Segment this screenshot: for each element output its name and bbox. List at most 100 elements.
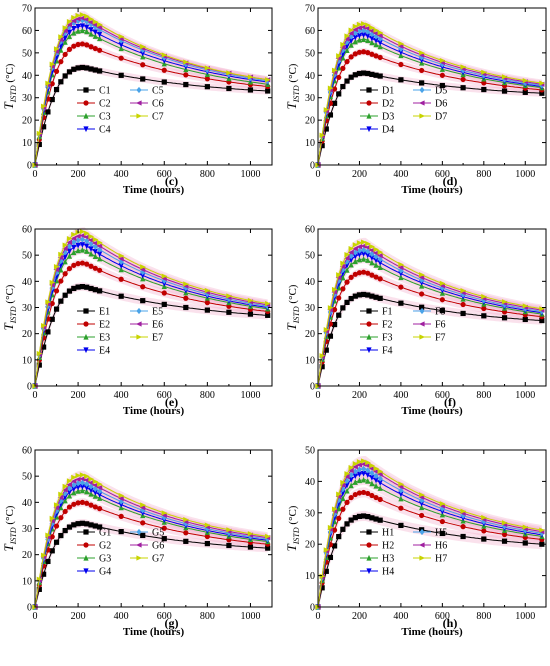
data-point-G3 bbox=[79, 487, 85, 494]
data-point-C1 bbox=[247, 87, 254, 93]
chart-panel-6: 0 200 400 600 800 1000 0 10 20 30 40 50 Time (hours)… bbox=[284, 446, 547, 638]
data-point-E1 bbox=[84, 284, 90, 290]
data-point-F1 bbox=[344, 299, 350, 306]
data-point-E6 bbox=[118, 256, 124, 262]
data-point-H7 bbox=[356, 459, 363, 465]
data-point-D6 bbox=[343, 36, 350, 42]
data-point-C4 bbox=[71, 25, 77, 32]
data-point-H1 bbox=[361, 513, 367, 519]
legend-entry-G3: G3 bbox=[77, 554, 111, 565]
data-point-H7 bbox=[319, 573, 326, 579]
data-point-E2 bbox=[118, 276, 124, 282]
data-point-E6 bbox=[70, 235, 77, 241]
data-point-E6 bbox=[161, 275, 167, 282]
data-point-D1 bbox=[398, 77, 404, 83]
data-point-E7 bbox=[71, 231, 77, 238]
y-axis-label: TISTD (°C) bbox=[1, 63, 18, 109]
data-point-H7 bbox=[522, 524, 529, 530]
data-point-C7 bbox=[66, 18, 73, 25]
y-tick-label: 30 bbox=[305, 508, 315, 519]
data-point-D4 bbox=[365, 33, 371, 40]
data-point-F5 bbox=[336, 277, 342, 284]
data-point-D6 bbox=[352, 27, 358, 33]
data-point-H5 bbox=[539, 530, 545, 537]
x-tick-label: 0 bbox=[33, 169, 38, 180]
data-point-E7 bbox=[118, 253, 125, 259]
data-point-H6 bbox=[397, 484, 404, 490]
chart-panel-3: 0 200 400 600 800 1000 0 10 20 30 40 50 60 Time (hour… bbox=[1, 225, 273, 417]
data-point-G1 bbox=[49, 548, 55, 554]
data-point-C2 bbox=[97, 47, 103, 53]
data-point-G7 bbox=[97, 481, 103, 487]
data-point-D1 bbox=[336, 91, 342, 97]
y-tick-label: 10 bbox=[22, 576, 32, 587]
legend-entry-C7: C7 bbox=[130, 112, 164, 123]
data-point-H1 bbox=[369, 515, 375, 521]
data-point-G7 bbox=[49, 515, 56, 521]
data-point-D6 bbox=[377, 33, 383, 39]
data-point-H4 bbox=[348, 477, 354, 483]
data-point-E7 bbox=[204, 287, 211, 294]
data-point-G1 bbox=[204, 540, 210, 547]
data-point-H7 bbox=[398, 481, 405, 487]
data-point-H1 bbox=[365, 513, 371, 520]
data-point-E2 bbox=[71, 262, 77, 268]
data-point-D6 bbox=[356, 25, 363, 31]
data-point-F5 bbox=[373, 253, 379, 260]
data-point-D5 bbox=[369, 30, 375, 38]
data-point-C2 bbox=[71, 43, 77, 49]
data-point-H4 bbox=[377, 480, 383, 486]
legend-entry-D3: D3 bbox=[360, 112, 394, 123]
data-point-E6 bbox=[62, 246, 68, 252]
data-point-H6 bbox=[352, 464, 358, 470]
data-point-C7 bbox=[71, 14, 77, 21]
data-point-H7 bbox=[460, 508, 467, 514]
data-point-D5 bbox=[336, 57, 342, 65]
data-point-D1 bbox=[365, 70, 371, 77]
data-point-H2 bbox=[331, 527, 338, 533]
data-point-F1 bbox=[352, 293, 358, 299]
legend-label: D4 bbox=[382, 125, 394, 136]
data-point-F7 bbox=[539, 306, 545, 312]
x-tick-label: 0 bbox=[316, 611, 321, 622]
data-point-E7 bbox=[36, 350, 43, 357]
data-point-H1 bbox=[460, 533, 466, 540]
data-point-F5 bbox=[398, 267, 404, 274]
legend-marker-H6 bbox=[418, 542, 425, 548]
data-point-C5 bbox=[53, 50, 60, 57]
data-point-C7 bbox=[36, 130, 43, 136]
data-point-E1 bbox=[45, 329, 51, 335]
legend-marker-H5 bbox=[419, 528, 425, 536]
x-tick-label: 400 bbox=[114, 169, 129, 180]
data-point-G7 bbox=[71, 474, 77, 480]
data-point-C7 bbox=[62, 25, 69, 31]
legend-label: D6 bbox=[435, 99, 447, 110]
data-point-D1 bbox=[522, 89, 528, 95]
data-point-C6 bbox=[83, 16, 90, 23]
data-point-C3 bbox=[62, 39, 68, 45]
chart-panel-1: 0 200 400 600 800 1000 0 10 20 30 40 50 60 70 Time (ho… bbox=[1, 4, 273, 196]
data-point-H2 bbox=[501, 531, 508, 538]
data-point-F6 bbox=[397, 264, 404, 271]
legend-label: F6 bbox=[435, 320, 446, 331]
data-point-F3 bbox=[344, 267, 350, 273]
data-point-E5 bbox=[92, 243, 98, 250]
data-point-E5 bbox=[71, 239, 77, 246]
legend-entry-H7: H7 bbox=[413, 554, 447, 565]
data-point-H1 bbox=[323, 568, 329, 574]
data-point-G5 bbox=[53, 507, 60, 515]
data-point-H2 bbox=[369, 492, 375, 499]
data-point-H3 bbox=[377, 485, 383, 491]
data-point-H3 bbox=[356, 477, 363, 484]
data-point-F7 bbox=[439, 280, 446, 287]
data-point-G4 bbox=[97, 492, 103, 498]
data-point-C1 bbox=[58, 79, 64, 85]
data-point-G6 bbox=[118, 495, 124, 502]
data-point-E7 bbox=[66, 236, 73, 242]
data-point-E4 bbox=[88, 246, 94, 252]
data-point-C5 bbox=[84, 18, 90, 25]
data-point-C1 bbox=[118, 72, 124, 78]
data-point-D7 bbox=[373, 27, 380, 33]
data-point-C2 bbox=[79, 41, 85, 47]
data-point-G1 bbox=[265, 545, 271, 551]
